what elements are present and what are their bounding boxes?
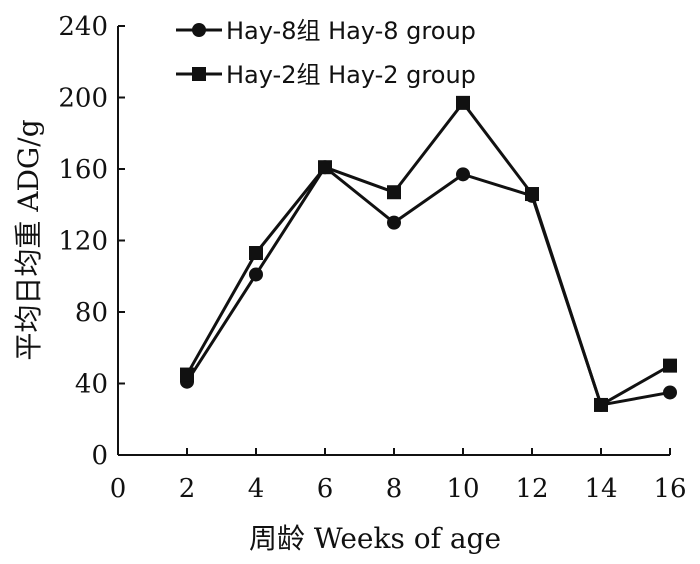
x-tick-label: 2 bbox=[179, 474, 196, 504]
legend-square-marker bbox=[192, 67, 206, 81]
legend-item-2: Hay-2组 Hay-2 group bbox=[176, 61, 476, 89]
square-point bbox=[318, 160, 332, 175]
y-ticks: 0 40 80 120 160 200 240 bbox=[58, 12, 125, 471]
x-tick-label: 4 bbox=[248, 474, 265, 504]
series-line bbox=[185, 100, 671, 408]
circle-point bbox=[387, 215, 401, 230]
legend-label: Hay-8组 Hay-8 group bbox=[226, 17, 476, 45]
x-tick-label: 0 bbox=[110, 474, 127, 504]
y-tick-label: 200 bbox=[58, 84, 108, 114]
x-tick-label: 14 bbox=[584, 474, 617, 504]
series-layer bbox=[180, 95, 677, 412]
series-line bbox=[185, 164, 671, 407]
square-point bbox=[249, 246, 263, 261]
legend: Hay-8组 Hay-8 group Hay-2组 Hay-2 group bbox=[176, 17, 476, 89]
x-tick-label: 10 bbox=[446, 474, 479, 504]
square-point bbox=[456, 95, 470, 110]
y-tick-label: 80 bbox=[75, 298, 108, 328]
y-tick-label: 120 bbox=[58, 227, 108, 257]
legend-circle-marker bbox=[192, 23, 206, 37]
legend-item-1: Hay-8组 Hay-8 group bbox=[176, 17, 476, 45]
x-tick-label: 6 bbox=[317, 474, 334, 504]
circle-point bbox=[249, 267, 263, 282]
square-point bbox=[663, 358, 677, 373]
circle-point bbox=[663, 385, 677, 400]
x-ticks: 0 2 4 6 8 10 12 14 16 bbox=[110, 448, 687, 504]
square-point bbox=[594, 397, 608, 412]
y-tick-label: 40 bbox=[75, 370, 108, 400]
circle-point bbox=[456, 167, 470, 182]
x-tick-label: 8 bbox=[386, 474, 403, 504]
y-axis-title: 平均日均重 ADG/g bbox=[12, 119, 45, 360]
x-tick-label: 16 bbox=[653, 474, 686, 504]
y-tick-label: 240 bbox=[58, 12, 108, 42]
y-tick-label: 0 bbox=[91, 441, 108, 471]
series-1 bbox=[180, 160, 677, 412]
x-tick-label: 12 bbox=[515, 474, 548, 504]
square-point bbox=[525, 187, 539, 202]
x-axis-title: 周龄 Weeks of age bbox=[249, 522, 501, 555]
y-tick-label: 160 bbox=[58, 155, 108, 185]
axes bbox=[117, 26, 670, 456]
square-point bbox=[180, 367, 194, 382]
square-point bbox=[387, 185, 401, 200]
series-2 bbox=[180, 95, 677, 412]
legend-label: Hay-2组 Hay-2 group bbox=[226, 61, 476, 89]
